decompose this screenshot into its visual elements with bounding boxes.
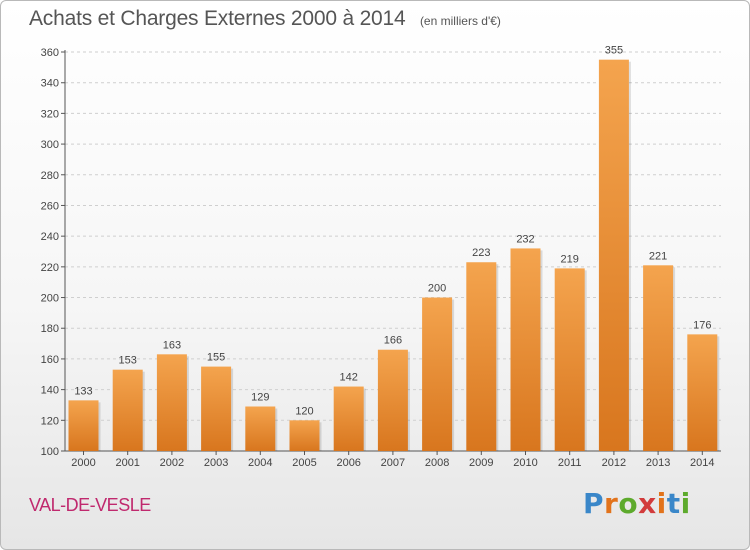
logo-letter: t <box>666 487 681 520</box>
chart-title: Achats et Charges Externes 2000 à 2014 <box>29 7 406 30</box>
data-label: 176 <box>693 319 711 331</box>
data-label: 153 <box>119 355 137 367</box>
bar <box>510 248 541 451</box>
y-tick-label: 180 <box>41 323 59 335</box>
data-label: 129 <box>251 391 269 403</box>
x-tick-label: 2006 <box>336 457 360 469</box>
bar <box>156 354 187 451</box>
bar <box>377 349 408 451</box>
chart-unit: (en milliers d'€) <box>419 14 501 28</box>
bar <box>112 369 143 451</box>
bar <box>68 400 99 451</box>
bar <box>598 59 629 452</box>
data-label: 163 <box>163 339 181 351</box>
y-tick-label: 220 <box>41 262 59 274</box>
chart-title-block: Achats et Charges Externes 2000 à 2014 (… <box>29 7 501 31</box>
data-label: 200 <box>428 283 446 295</box>
logo-letter: i <box>680 487 691 520</box>
y-tick-label: 200 <box>41 293 59 305</box>
y-tick-label: 140 <box>41 385 59 397</box>
x-tick-label: 2001 <box>115 457 139 469</box>
bars <box>68 59 720 452</box>
y-tick-label: 240 <box>41 231 59 243</box>
y-tick-label: 160 <box>41 354 59 366</box>
proxiti-logo: Proxiti <box>583 487 691 520</box>
y-tick-label: 260 <box>41 200 59 212</box>
data-label: 355 <box>605 45 623 57</box>
bar <box>554 268 585 451</box>
bar <box>333 386 364 451</box>
x-tick-label: 2012 <box>602 457 626 469</box>
y-tick-label: 280 <box>41 170 59 182</box>
logo-letter: P <box>583 487 605 520</box>
y-tick-label: 320 <box>41 108 59 120</box>
data-label: 166 <box>384 335 402 347</box>
logo-letter: r <box>604 487 619 520</box>
data-label: 232 <box>516 233 534 245</box>
x-tick-label: 2010 <box>513 457 537 469</box>
y-tick-label: 300 <box>41 139 59 151</box>
bar <box>289 420 320 451</box>
data-label: 223 <box>472 247 490 259</box>
x-tick-label: 2008 <box>425 457 449 469</box>
x-tick-label: 2011 <box>558 457 582 469</box>
y-tick-label: 360 <box>41 47 59 59</box>
x-tick-label: 2000 <box>71 457 95 469</box>
x-tick-label: 2014 <box>690 457 714 469</box>
data-label: 221 <box>649 250 667 262</box>
bar <box>687 334 718 451</box>
x-tick-label: 2013 <box>646 457 670 469</box>
data-label: 120 <box>295 405 313 417</box>
logo-letter: x <box>638 487 657 520</box>
x-tick-label: 2009 <box>469 457 493 469</box>
x-tick-label: 2007 <box>381 457 405 469</box>
x-tick-label: 2005 <box>292 457 316 469</box>
bar <box>466 262 497 451</box>
bar <box>422 297 453 451</box>
city-name: VAL-DE-VESLE <box>29 495 151 515</box>
data-label: 142 <box>340 372 358 384</box>
logo-letter: o <box>618 487 639 520</box>
data-labels: 133 153 163 155 129 120 142 166 200 223 232 219 355 2… <box>74 45 711 418</box>
data-label: 133 <box>74 385 92 397</box>
x-tick-labels: 2000 2001 2002 2003 2004 2005 2006 2007 2008 2009… <box>71 451 715 469</box>
x-tick-label: 2003 <box>204 457 228 469</box>
x-tick-label: 2002 <box>160 457 184 469</box>
y-tick-labels: 100 120 140 160 180 200 220 240 260 280 300 320 340 3… <box>41 47 59 458</box>
bar <box>643 265 674 451</box>
bar <box>201 366 232 451</box>
bar <box>245 406 276 451</box>
data-label: 155 <box>207 352 225 364</box>
y-tick-label: 120 <box>41 415 59 427</box>
y-tick-label: 100 <box>41 446 59 458</box>
logo-letter: i <box>656 487 667 520</box>
x-tick-label: 2004 <box>248 457 272 469</box>
data-label: 219 <box>561 253 579 265</box>
y-tick-label: 340 <box>41 78 59 90</box>
